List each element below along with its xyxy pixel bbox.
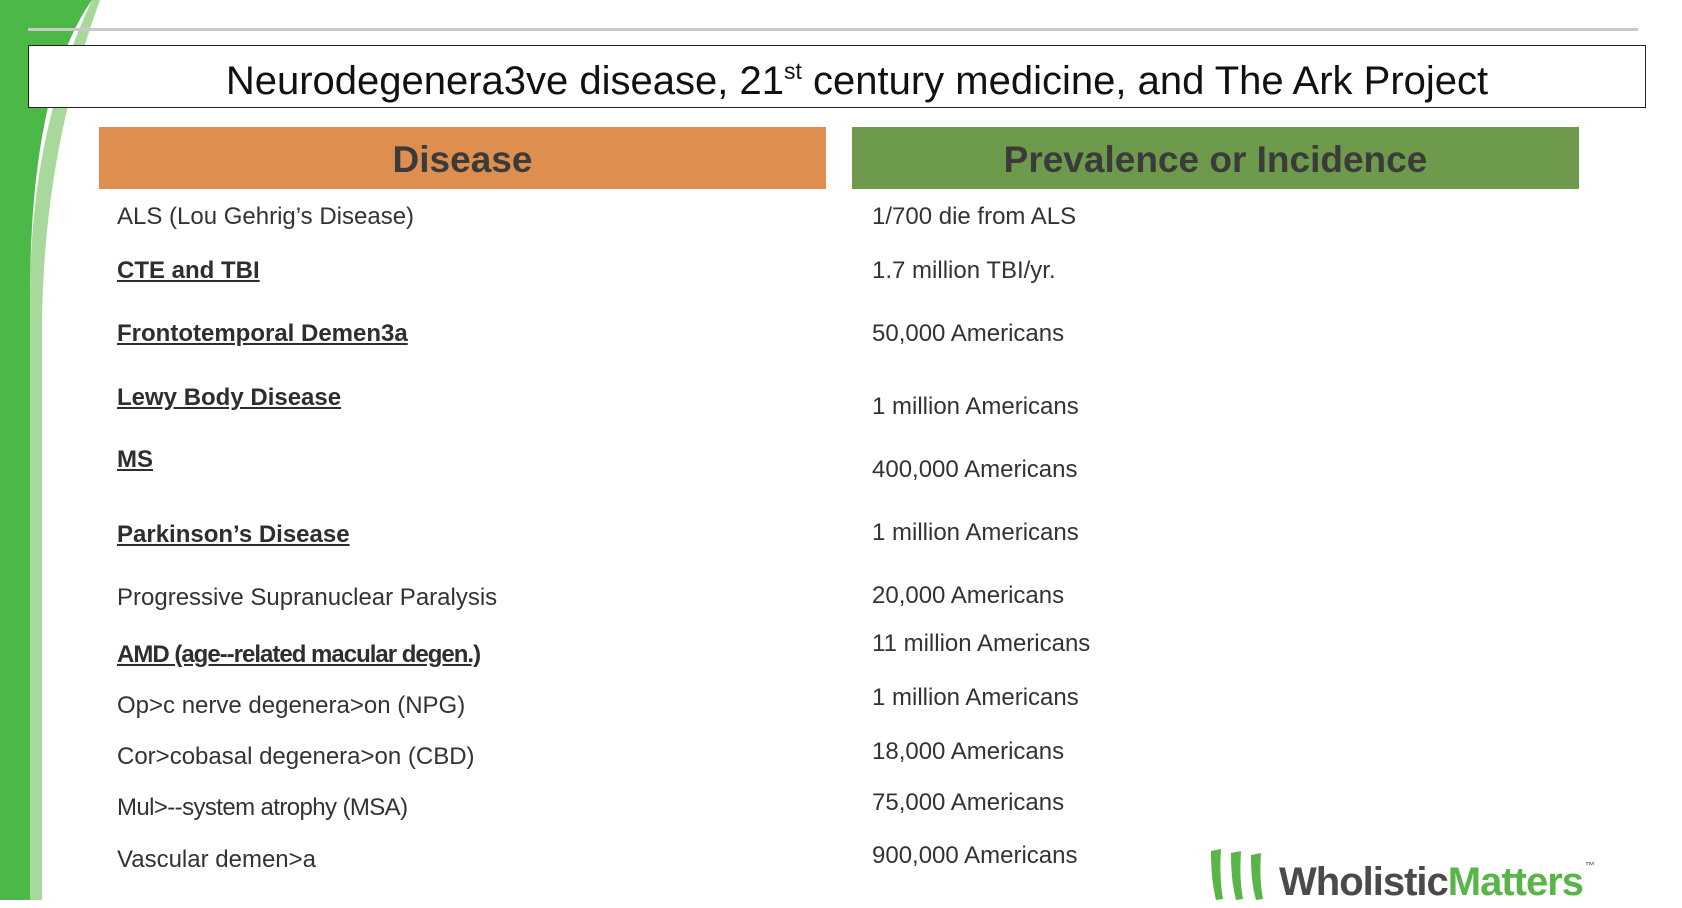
- title-main: Neurodegenera3ve disease, 21: [225, 59, 784, 103]
- prevalence-cell-vascular: 900,000 Americans: [872, 842, 1078, 869]
- prevalence-column-header: Prevalence or Incidence: [852, 127, 1579, 189]
- disease-cell-cbd: Cor>cobasal degenera>on (CBD): [117, 743, 475, 770]
- logo-wordmark: WholisticMatters ™: [1279, 841, 1595, 908]
- green-swoosh-decoration: [0, 0, 100, 900]
- slide-title: Neurodegenera3ve disease, 21st century m…: [29, 58, 1645, 104]
- logo-word-matters: Matters: [1447, 860, 1584, 904]
- disease-cell-amd[interactable]: AMD (age‐‐related macular degen.): [117, 641, 481, 668]
- disease-cell-frontotemporal[interactable]: Frontotemporal Demen3a: [117, 320, 408, 347]
- prevalence-cell-cte-tbi: 1.7 million TBI/yr.: [872, 257, 1056, 284]
- disease-cell-cte-tbi[interactable]: CTE and TBI: [117, 257, 260, 284]
- prevalence-cell-optic-nerve: 1 million Americans: [872, 684, 1079, 711]
- disease-cell-msa: Mul>‐‐system atrophy (MSA): [117, 794, 408, 821]
- prevalence-cell-amd: 11 million Americans: [872, 630, 1091, 657]
- disease-cell-psp: Progressive Supranuclear Paralysis: [117, 584, 498, 611]
- prevalence-cell-cbd: 18,000 Americans: [872, 738, 1065, 765]
- prevalence-cell-msa: 75,000 Americans: [872, 789, 1065, 816]
- disease-cell-als: ALS (Lou Gehrig’s Disease): [117, 203, 415, 230]
- prevalence-cell-parkinsons: 1 million Americans: [872, 519, 1079, 546]
- disease-column-header: Disease: [99, 127, 826, 189]
- disease-cell-optic-nerve: Op>c nerve degenera>on (NPG): [117, 692, 466, 719]
- prevalence-cell-lewy-body: 1 million Americans: [872, 393, 1079, 420]
- title-rest: century medicine, and The Ark Project: [801, 59, 1489, 103]
- disease-cell-vascular: Vascular demen>a: [117, 846, 317, 873]
- logo-word-wholistic: Wholistic: [1279, 860, 1449, 904]
- title-box: Neurodegenera3ve disease, 21st century m…: [28, 45, 1646, 108]
- prevalence-cell-ms: 400,000 Americans: [872, 456, 1078, 483]
- disease-cell-parkinsons[interactable]: Parkinson’s Disease: [117, 521, 350, 548]
- wholisticmatters-logo: WholisticMatters ™: [1207, 847, 1595, 904]
- prevalence-cell-psp: 20,000 Americans: [872, 582, 1065, 609]
- prevalence-cell-als: 1/700 die from ALS: [872, 203, 1077, 230]
- top-divider: [28, 28, 1638, 31]
- disease-cell-ms[interactable]: MS: [117, 446, 153, 473]
- disease-cell-lewy-body[interactable]: Lewy Body Disease: [117, 384, 342, 411]
- trademark-symbol: ™: [1585, 861, 1595, 872]
- title-superscript: st: [784, 58, 802, 84]
- leaf-bars-icon: [1211, 849, 1263, 900]
- prevalence-cell-frontotemporal: 50,000 Americans: [872, 320, 1065, 347]
